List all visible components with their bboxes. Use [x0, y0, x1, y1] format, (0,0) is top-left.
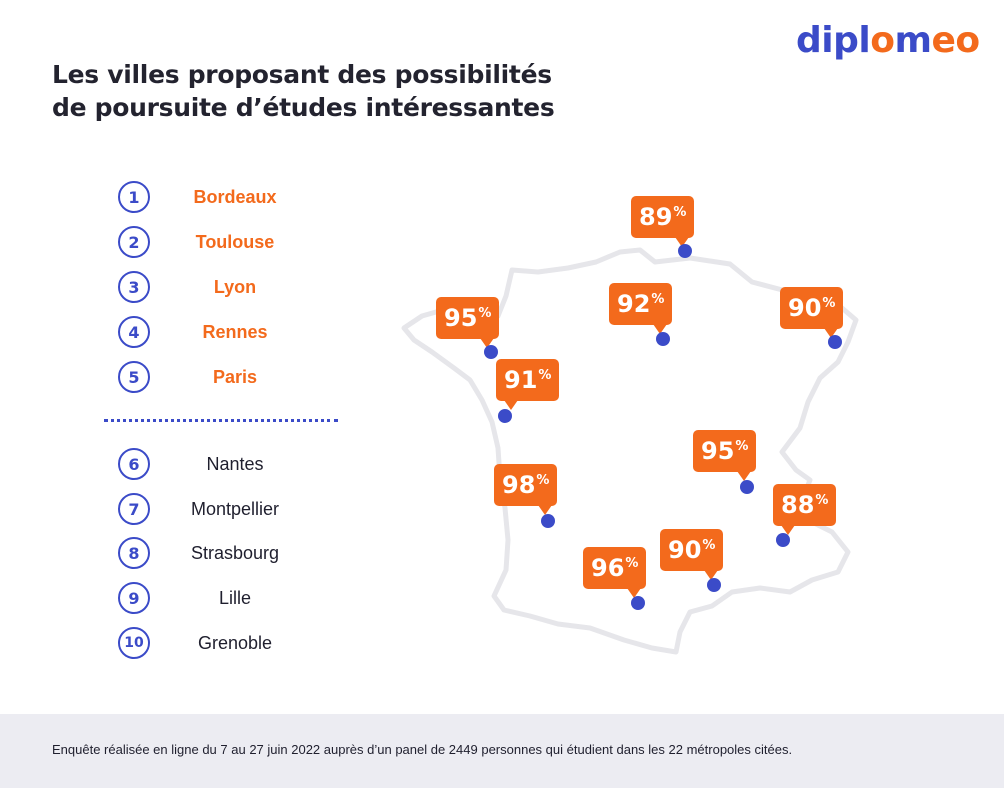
france-outline-path — [401, 247, 859, 655]
city-name: Toulouse — [195, 232, 275, 252]
rank-badge: 4 — [118, 316, 150, 348]
score-unit: % — [536, 473, 550, 488]
score-bubble: 88% — [773, 484, 837, 535]
score-value: 89 — [639, 203, 673, 231]
score-bubble: 95% — [693, 430, 757, 481]
score-bubble: 91% — [496, 359, 560, 410]
bubble-tail — [627, 588, 641, 598]
city-name: Rennes — [202, 322, 268, 342]
score-bubble: 98% — [494, 464, 558, 515]
score-value: 95 — [444, 304, 478, 332]
rank-badge: 9 — [118, 582, 150, 614]
title-line-2: de poursuite d’études intéressantes — [52, 93, 555, 122]
bubble-tail — [504, 400, 518, 410]
city-name: Strasbourg — [190, 543, 280, 563]
score-unit: % — [673, 205, 687, 220]
city-name: Nantes — [206, 454, 264, 474]
city-dot — [484, 345, 498, 359]
ranking-item: 4 Rennes — [0, 316, 340, 352]
rank-badge: 5 — [118, 361, 150, 393]
city-dot — [498, 409, 512, 423]
rank-badge: 10 — [118, 627, 150, 659]
city-dot — [828, 335, 842, 349]
score-bubble: 89% — [631, 196, 695, 247]
score-bubble: 90% — [780, 287, 844, 338]
rank-badge: 6 — [118, 448, 150, 480]
score-unit: % — [625, 556, 639, 571]
ranking-item: 8 Strasbourg — [0, 537, 340, 573]
score-unit: % — [735, 439, 749, 454]
rank-badge: 3 — [118, 271, 150, 303]
bubble-tail — [480, 338, 494, 348]
score-bubble: 95% — [436, 297, 500, 348]
city-dot — [656, 332, 670, 346]
score-value: 90 — [668, 536, 702, 564]
ranking-item: 3 Lyon — [0, 271, 340, 307]
score-unit: % — [478, 306, 492, 321]
bubble-tail — [538, 505, 552, 515]
footer-bar: Enquête réalisée en ligne du 7 au 27 jui… — [0, 714, 1004, 788]
city-dot — [707, 578, 721, 592]
rank-badge: 8 — [118, 537, 150, 569]
score-value: 91 — [504, 366, 538, 394]
city-name: Grenoble — [197, 633, 273, 653]
score-unit: % — [651, 292, 665, 307]
ranking-item: 1 Bordeaux — [0, 181, 340, 217]
score-unit: % — [702, 538, 716, 553]
score-bubble: 90% — [660, 529, 724, 580]
page-title: Les villes proposant des possibilités de… — [52, 58, 612, 124]
city-dot — [541, 514, 555, 528]
ranking-item: 5 Paris — [0, 361, 340, 397]
score-unit: % — [815, 493, 829, 508]
score-value: 95 — [701, 437, 735, 465]
city-name: Lille — [218, 588, 252, 608]
ranking-item: 9 Lille — [0, 582, 340, 618]
bubble-tail — [653, 324, 667, 334]
ranking-item: 10 Grenoble — [0, 627, 340, 663]
city-name: Montpellier — [190, 499, 280, 519]
city-name: Lyon — [213, 277, 257, 297]
rank-badge: 1 — [118, 181, 150, 213]
ranking-item: 7 Montpellier — [0, 493, 340, 529]
score-unit: % — [538, 368, 552, 383]
title-line-1: Les villes proposant des possibilités — [52, 60, 552, 89]
city-name: Bordeaux — [193, 187, 277, 207]
ranking-item: 6 Nantes — [0, 448, 340, 484]
score-value: 90 — [788, 294, 822, 322]
rank-badge: 7 — [118, 493, 150, 525]
bubble-tail — [737, 471, 751, 481]
ranking-item: 2 Toulouse — [0, 226, 340, 262]
city-dot — [740, 480, 754, 494]
score-value: 88 — [781, 491, 815, 519]
bubble-tail — [704, 570, 718, 580]
survey-note: Enquête réalisée en ligne du 7 au 27 jui… — [52, 742, 793, 757]
score-unit: % — [822, 296, 836, 311]
city-dot — [631, 596, 645, 610]
score-value: 92 — [617, 290, 651, 318]
bubble-tail — [675, 237, 689, 247]
diplomeo-logo: diplomeo — [796, 20, 980, 61]
city-dot — [678, 244, 692, 258]
score-bubble: 92% — [609, 283, 673, 334]
city-dot — [776, 533, 790, 547]
score-bubble: 96% — [583, 547, 647, 598]
bubble-tail — [824, 328, 838, 338]
dotted-divider — [104, 419, 338, 422]
bubble-tail — [781, 525, 795, 535]
score-value: 98 — [502, 471, 536, 499]
score-value: 96 — [591, 554, 625, 582]
rank-badge: 2 — [118, 226, 150, 258]
city-name: Paris — [212, 367, 258, 387]
